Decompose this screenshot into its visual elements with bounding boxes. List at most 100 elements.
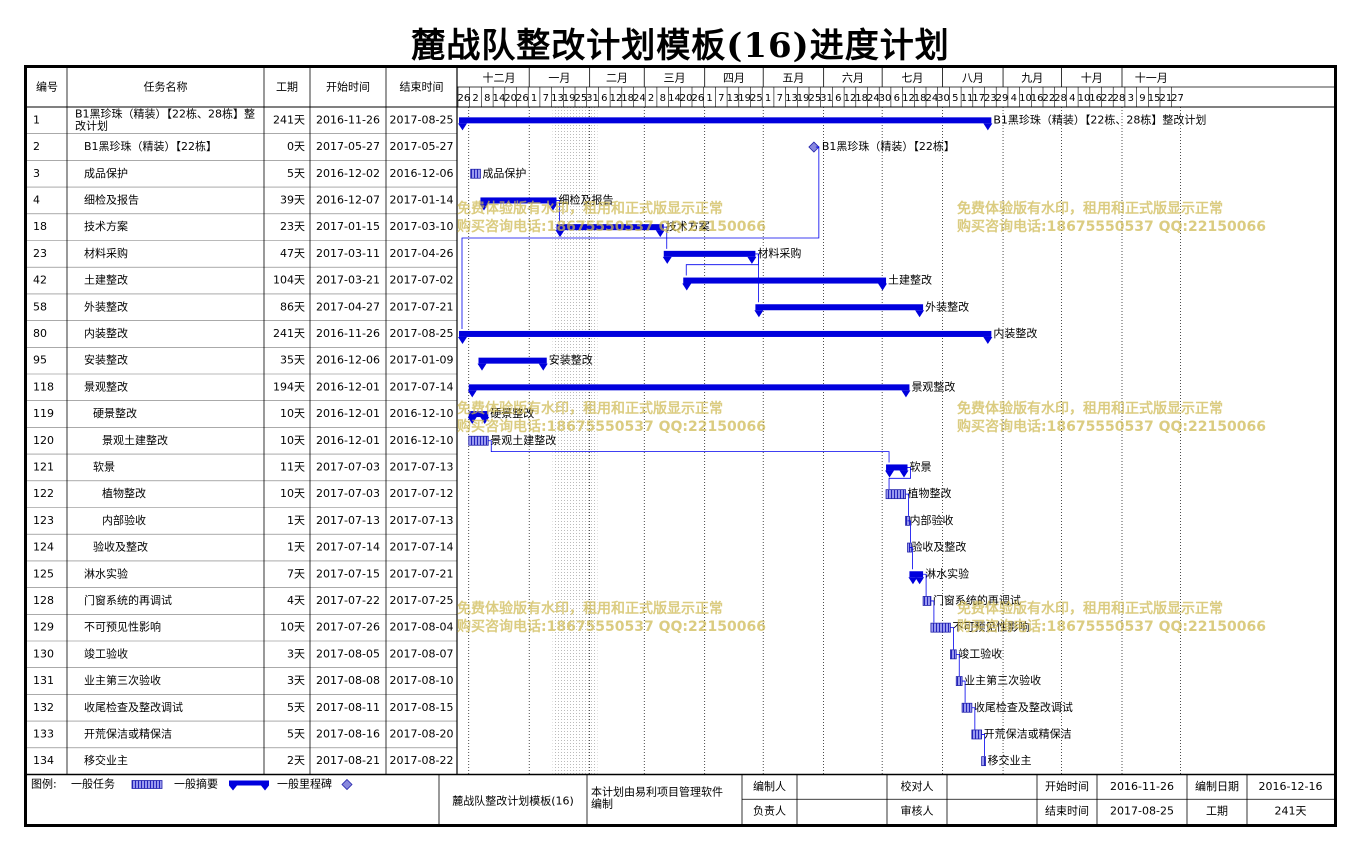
bar-label: 业主第三次验收 bbox=[964, 673, 1041, 687]
bar-label: 植物整改 bbox=[908, 486, 952, 500]
task-start-cell: 2016-12-02 bbox=[316, 167, 380, 180]
task-bar[interactable] bbox=[922, 596, 932, 606]
task-duration-cell: 104天 bbox=[273, 274, 305, 287]
summary-bar[interactable] bbox=[663, 250, 756, 257]
task-duration-cell: 39天 bbox=[280, 193, 305, 206]
task-end-cell: 2016-12-10 bbox=[390, 407, 454, 420]
summary-bar[interactable] bbox=[468, 384, 910, 391]
summary-bar[interactable] bbox=[556, 224, 664, 231]
day-tick-label: 8 bbox=[484, 93, 490, 104]
day-tick-label: 26 bbox=[516, 93, 529, 104]
milestone-marker[interactable] bbox=[808, 141, 820, 153]
task-bar[interactable] bbox=[981, 756, 986, 767]
summary-bar[interactable] bbox=[909, 571, 924, 578]
column-header: 编号 bbox=[36, 80, 58, 94]
task-bar[interactable] bbox=[955, 676, 963, 686]
summary-bar-end-cap bbox=[878, 283, 888, 291]
bar-label: 收尾检查及整改调试 bbox=[974, 700, 1073, 714]
footer-date-value: 2016-12-16 bbox=[1259, 780, 1323, 793]
day-tick-label: 25 bbox=[808, 93, 821, 104]
task-id-cell: 131 bbox=[33, 674, 54, 687]
task-name-cell: 移交业主 bbox=[84, 753, 128, 767]
summary-bar-end-cap bbox=[915, 577, 925, 585]
task-end-cell: 2017-07-13 bbox=[390, 460, 454, 473]
day-tick-label: 12 bbox=[610, 93, 623, 104]
summary-bar[interactable] bbox=[478, 357, 547, 364]
day-tick-label: 18 bbox=[621, 93, 634, 104]
footer-start-label: 开始时间 bbox=[1045, 779, 1089, 793]
task-start-cell: 2017-04-27 bbox=[316, 300, 380, 313]
task-name-cell: 细检及报告 bbox=[84, 192, 139, 206]
task-id-cell: 80 bbox=[33, 327, 47, 340]
task-duration-cell: 10天 bbox=[280, 434, 305, 447]
task-bar[interactable] bbox=[930, 622, 951, 633]
task-start-cell: 2016-12-01 bbox=[316, 434, 380, 447]
task-duration-cell: 10天 bbox=[280, 407, 305, 420]
legend-summary-cap bbox=[261, 785, 269, 791]
footer-reviewer-label: 审核人 bbox=[901, 804, 934, 818]
summary-bar[interactable] bbox=[459, 117, 992, 124]
summary-bar[interactable] bbox=[480, 197, 557, 204]
day-tick-label: 1 bbox=[765, 93, 771, 104]
summary-bar-start-cap bbox=[458, 123, 467, 131]
task-bar[interactable] bbox=[468, 435, 489, 446]
task-bar[interactable] bbox=[950, 649, 957, 660]
footer-checker-label: 校对人 bbox=[901, 779, 934, 793]
footer-software-line: 编制 bbox=[591, 797, 613, 811]
summary-bar[interactable] bbox=[468, 411, 489, 418]
task-id-cell: 122 bbox=[33, 487, 54, 500]
task-id-cell: 4 bbox=[33, 193, 40, 206]
task-end-cell: 2017-07-02 bbox=[390, 274, 454, 287]
task-start-cell: 2017-08-11 bbox=[316, 701, 380, 714]
summary-bar[interactable] bbox=[886, 464, 908, 471]
watermark-text: 免费体验版有水印，租用和正式版显示正常 购买咨询电话:18675550537 QQ… bbox=[457, 401, 766, 435]
task-bar[interactable] bbox=[885, 489, 906, 500]
day-tick-label: 12 bbox=[902, 93, 915, 104]
day-tick-label: 30 bbox=[937, 93, 950, 104]
footer-project-name: 麓战队整改计划模板(16) bbox=[452, 794, 574, 808]
task-end-cell: 2017-01-09 bbox=[390, 354, 454, 367]
day-tick-label: 28 bbox=[1054, 93, 1067, 104]
task-end-cell: 2017-08-20 bbox=[390, 727, 454, 740]
bar-label: 安装整改 bbox=[549, 353, 593, 367]
task-bar[interactable] bbox=[961, 702, 973, 713]
dependency-link bbox=[907, 520, 911, 543]
task-id-cell: 120 bbox=[33, 434, 54, 447]
summary-bar-end-cap bbox=[901, 390, 911, 398]
legend-milestone-swatch bbox=[341, 778, 353, 791]
task-start-cell: 2016-12-06 bbox=[316, 354, 380, 367]
task-name-cell: 门窗系统的再调试 bbox=[84, 593, 172, 607]
watermark-text: 免费体验版有水印，租用和正式版显示正常 购买咨询电话:18675550537 QQ… bbox=[957, 201, 1266, 235]
bar-label: 景观土建整改 bbox=[490, 433, 556, 447]
task-bar[interactable] bbox=[971, 729, 982, 740]
summary-bar-end-cap bbox=[747, 256, 757, 264]
footer-date-label: 编制日期 bbox=[1195, 779, 1239, 793]
task-end-cell: 2017-07-14 bbox=[390, 380, 454, 393]
task-name-cell: 景观土建整改 bbox=[102, 433, 168, 447]
day-tick-label: 3 bbox=[1128, 93, 1134, 104]
day-tick-label: 22 bbox=[1101, 93, 1114, 104]
task-duration-cell: 35天 bbox=[280, 354, 305, 367]
summary-bar-end-cap bbox=[480, 417, 490, 425]
summary-bar[interactable] bbox=[683, 277, 887, 284]
month-label: 十一月 bbox=[1135, 71, 1168, 85]
summary-bar[interactable] bbox=[459, 330, 992, 337]
dependency-link bbox=[923, 573, 927, 596]
bar-label: 验收及整改 bbox=[911, 540, 966, 554]
month-label: 二月 bbox=[606, 72, 628, 85]
task-end-cell: 2017-03-10 bbox=[390, 220, 454, 233]
day-tick-label: 19 bbox=[738, 93, 751, 104]
day-tick-label: 28 bbox=[1113, 93, 1126, 104]
task-end-cell: 2017-05-27 bbox=[390, 140, 454, 153]
summary-bar[interactable] bbox=[755, 304, 924, 311]
task-duration-cell: 11天 bbox=[280, 460, 305, 473]
task-name-cell: 淋水实验 bbox=[84, 566, 128, 580]
task-name-cell: 外装整改 bbox=[84, 299, 128, 313]
day-tick-label: 8 bbox=[660, 93, 666, 104]
footer-editor-label: 编制人 bbox=[753, 779, 786, 793]
day-tick-label: 1 bbox=[706, 93, 712, 104]
task-duration-cell: 7天 bbox=[287, 567, 305, 580]
dependency-link bbox=[488, 440, 890, 463]
page-title: 麓战队整改计划模板(16)进度计划 bbox=[411, 26, 950, 66]
task-bar[interactable] bbox=[470, 168, 481, 179]
